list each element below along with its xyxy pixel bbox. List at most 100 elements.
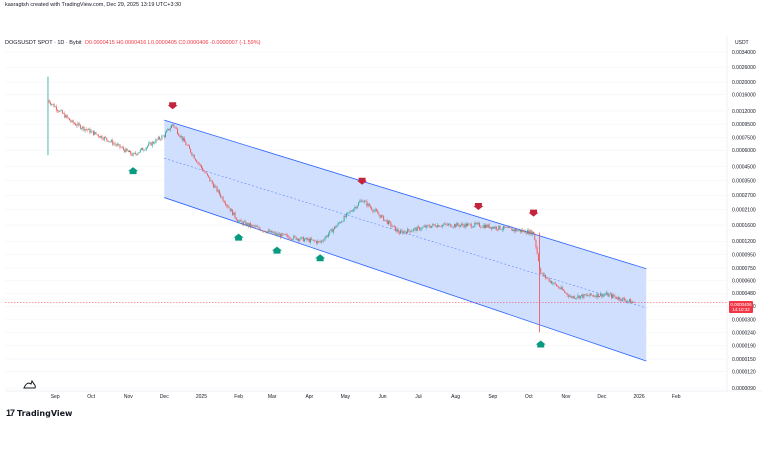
candle-body [319,241,321,243]
candle-body [280,234,282,238]
symbol-info[interactable]: DOGSUSDT SPOT · 1D · Bybit [5,40,82,46]
tradingview-logo[interactable]: 17 TradingView [6,408,72,418]
candle-body [378,213,380,215]
candle-body [153,141,154,144]
x-tick-label: Dec [160,394,169,400]
candle-body [630,299,632,304]
candle-body [474,222,476,227]
candle-body [360,200,362,202]
candle-body [477,223,479,224]
candle-body [577,295,579,298]
candle-body [485,224,487,229]
candle-body [417,226,419,228]
candle-body [573,296,575,299]
candle-body [256,226,258,227]
candle-body [107,139,109,142]
candle-body [129,150,130,153]
candle-body [150,142,152,146]
candle-body [293,235,295,240]
candle-body [157,137,159,140]
candle-body [272,232,274,234]
candle-body [151,141,153,146]
candle-body [304,239,305,242]
candle-body [552,283,554,284]
candle-body [482,225,484,228]
candle-body [120,147,122,148]
candle-body [583,294,585,298]
candle-body [94,132,96,135]
credit-line: kasragtsh created with TradingView.com, … [5,2,182,8]
candle-body [155,139,157,144]
candle-body [330,229,332,231]
candle-body [93,130,94,135]
candle-body [228,207,230,209]
y-tick-label: 0.0020000 [732,80,756,86]
candle-body [557,286,558,287]
candle-body [70,120,72,122]
candle-body [214,185,216,188]
candle-body [434,224,436,227]
candle-body [395,226,397,232]
candle-body [627,300,629,302]
candle-body [489,227,491,229]
candle-body [259,228,261,231]
candle-body [503,226,505,230]
candle-body [77,123,79,126]
candle-body [349,211,351,213]
candle-body [606,292,608,295]
candle-body [486,224,488,228]
candle-body [78,123,80,125]
candle-body [166,130,168,133]
candle-body [411,230,413,232]
candle-body [103,137,105,140]
y-tick-label: 0.0002700 [732,193,756,199]
candle-body [428,225,430,227]
candle-body [584,294,586,296]
candle-body [118,144,120,145]
candles [47,76,635,333]
tradingview-logo-icon: 17 [6,408,15,418]
candle-body [196,160,198,163]
candle-body [250,223,252,227]
candle-body [60,110,62,111]
candle-body [421,227,423,230]
candle-body [341,221,343,223]
candle-body [284,234,286,235]
y-tick-label: 0.0000240 [732,330,756,336]
candle-body [198,162,200,165]
candle-body [117,144,118,146]
candle-body [354,207,356,209]
candle-body [534,233,536,240]
candle-body [64,113,66,118]
candle-body [621,297,623,301]
channel-fill [164,120,647,361]
candle-body [53,103,55,108]
candle-body [614,296,616,297]
y-tick-label: 0.0001600 [732,223,756,229]
candle-body [181,136,183,141]
candle-body [87,129,88,131]
sell-arrow-icon [528,209,539,217]
candle-body [296,238,298,240]
candle-body [167,128,169,131]
candle-body [184,138,186,143]
candle-body [326,235,328,237]
candle-body [194,158,196,161]
candle-body [374,209,376,211]
candle-body [121,147,123,148]
candle-body [241,221,243,225]
candle-body [479,223,481,227]
candle-body [246,223,248,226]
regression-channel[interactable] [164,119,647,362]
candle-body [69,118,71,121]
candle-body [633,302,635,303]
candle-body [311,238,313,241]
candle-body [537,253,539,262]
candle-body [603,294,605,296]
candle-body [177,128,178,134]
candle-body [169,128,171,131]
candle-body [364,200,365,202]
candle-body [432,224,434,226]
candle-body [394,225,395,227]
